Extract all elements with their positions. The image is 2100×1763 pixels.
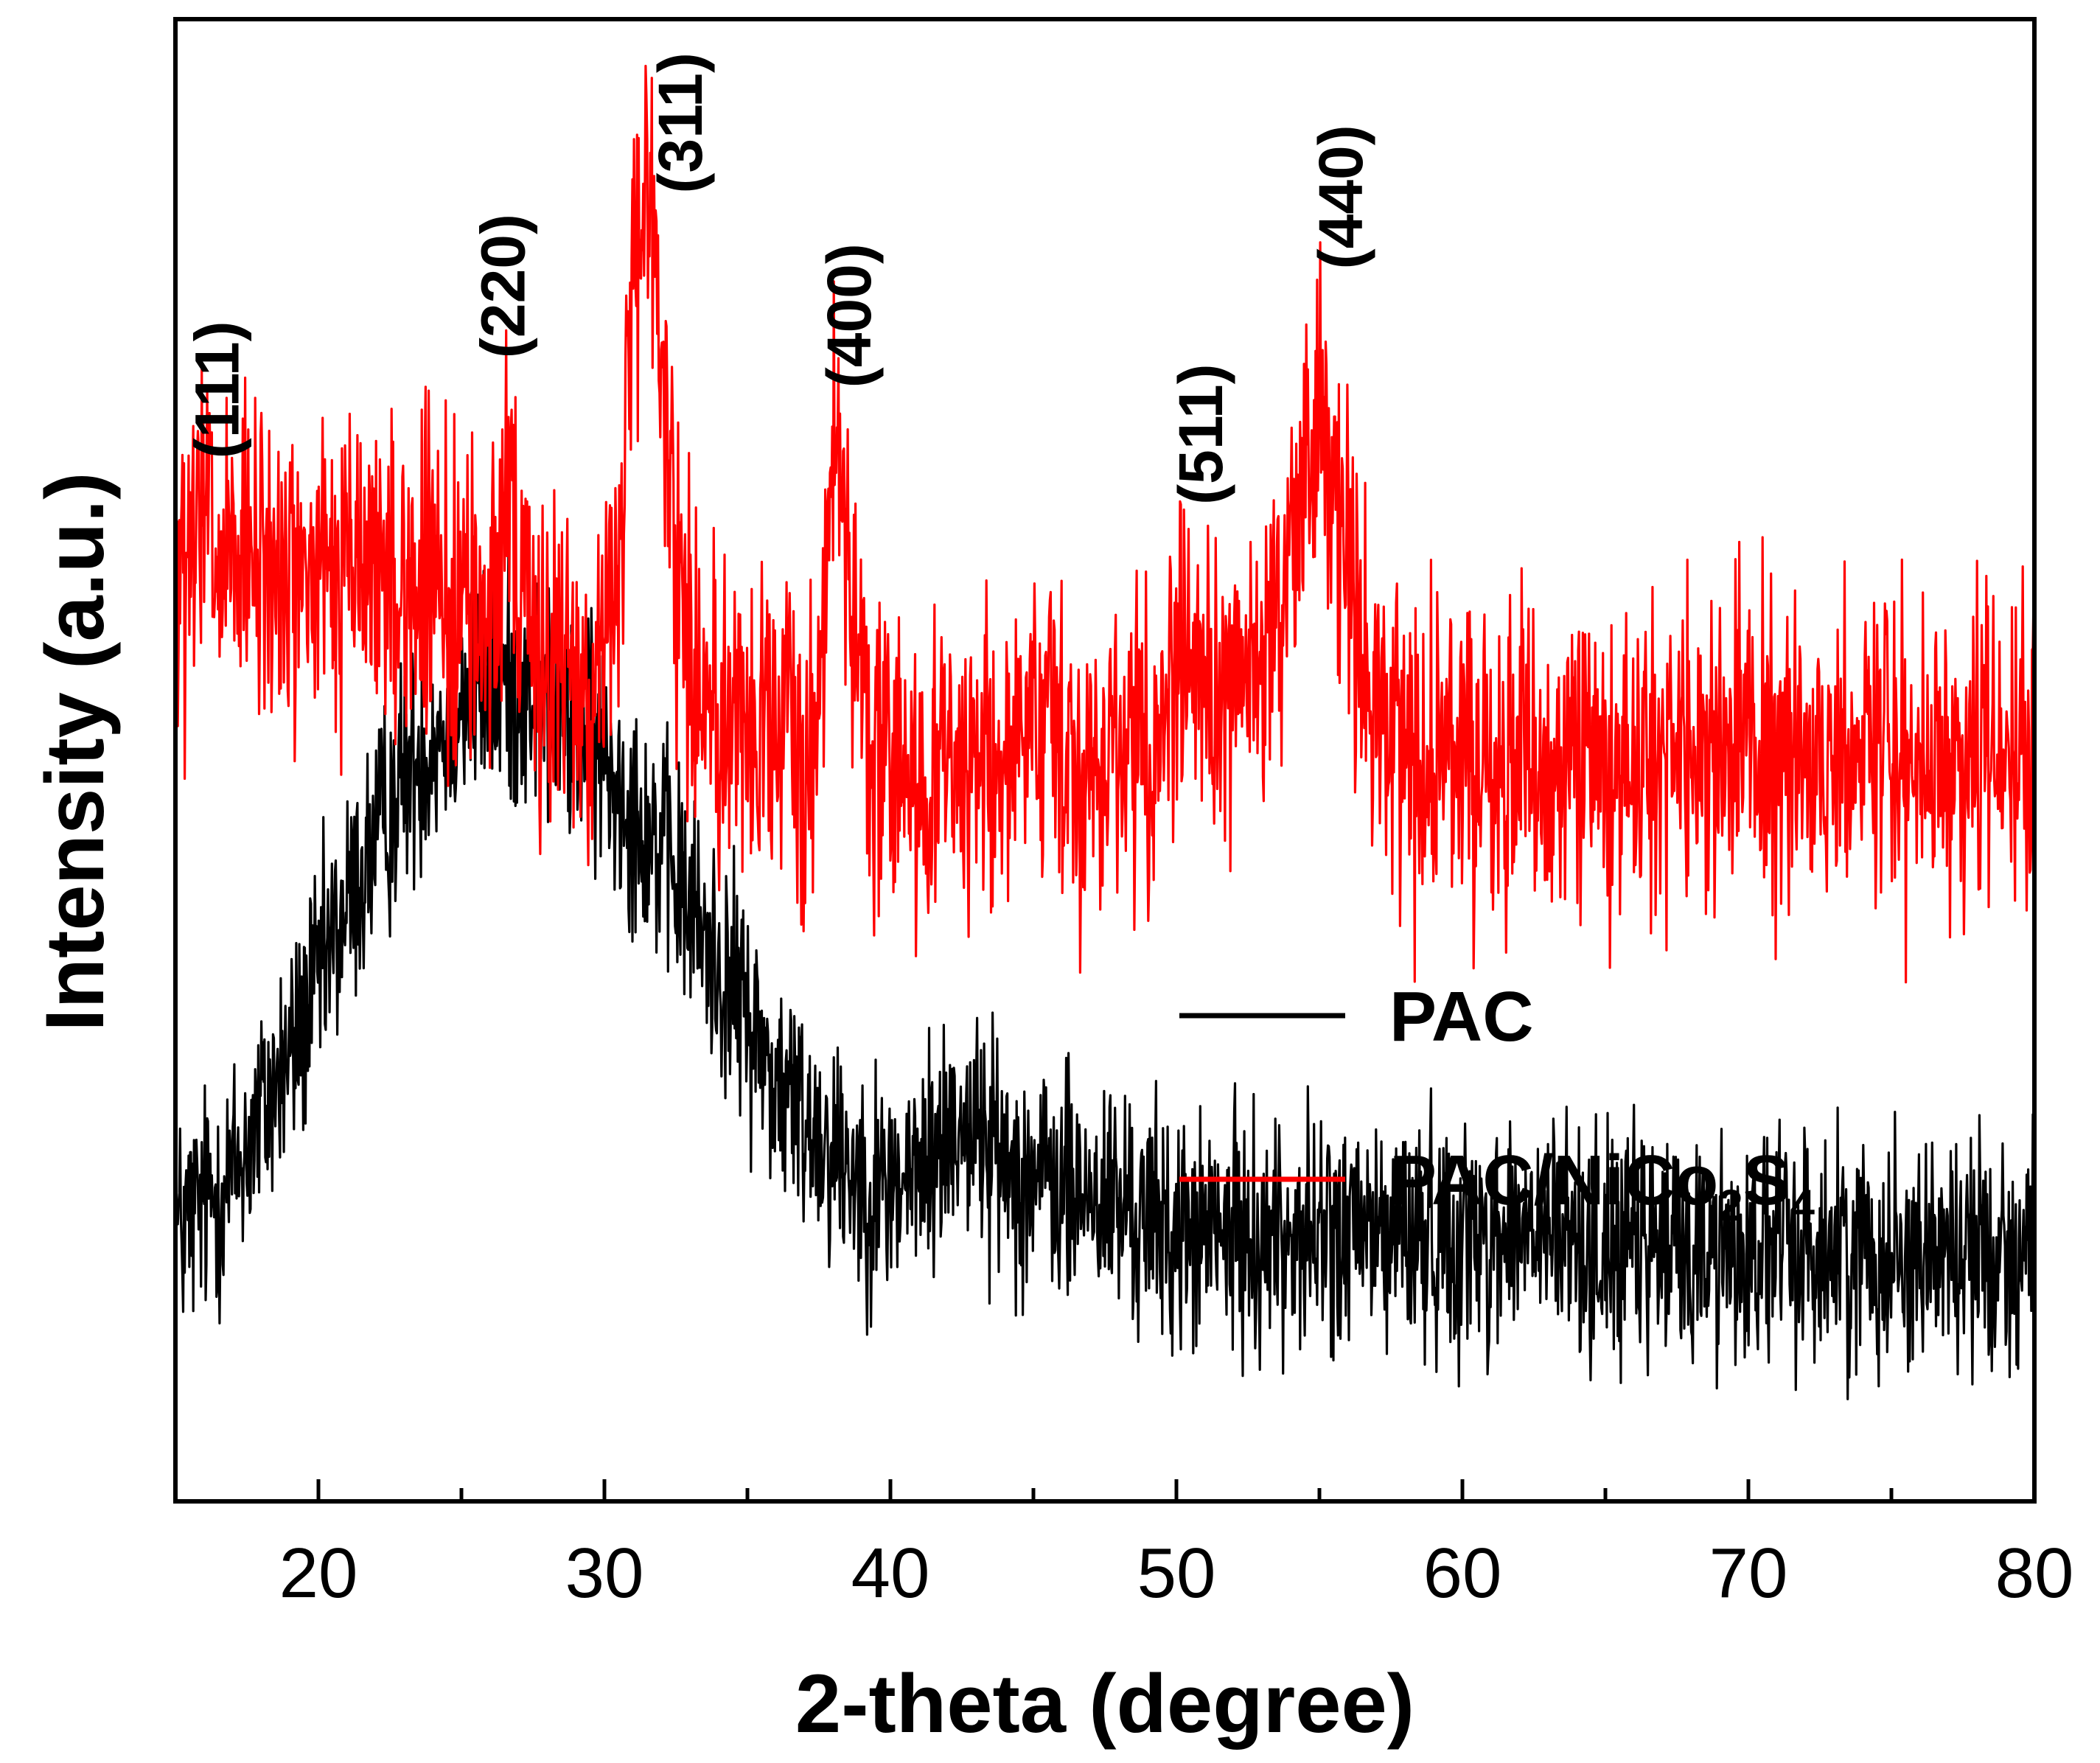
peak-label: (400) [814, 243, 884, 388]
peak-label: (111) [182, 321, 251, 458]
x-tick-label: 30 [565, 1534, 644, 1613]
peak-label: (311) [646, 52, 715, 193]
x-tick-label: 60 [1423, 1534, 1502, 1613]
peak-label: (440) [1306, 125, 1375, 269]
peak-label: (220) [468, 214, 537, 358]
legend: PAC PAC/NiCo2S4 [1179, 977, 1815, 1230]
x-tick-label: 40 [851, 1534, 930, 1613]
x-tick-label: 50 [1137, 1534, 1216, 1613]
annotation-layer: (111) (220) (311) (400) (511) (440) [182, 52, 1375, 505]
legend-label: PAC [1389, 977, 1534, 1056]
x-tick-label: 70 [1709, 1534, 1788, 1613]
x-tick-label: 20 [279, 1534, 358, 1613]
series-layer [174, 64, 2036, 1400]
x-tick-label: 80 [1995, 1534, 2074, 1613]
x-axis-ticks: 20 30 40 50 60 70 80 [279, 1479, 2074, 1613]
series-line-pac-nico2s4 [174, 64, 2036, 984]
legend-label: PAC/NiCo2S4 [1389, 1141, 1815, 1230]
plot-frame [173, 17, 2037, 1504]
peak-label: (511) [1166, 363, 1235, 504]
x-axis-title: 2-theta (degree) [795, 1658, 1414, 1750]
y-axis-title: Intensity (a.u.) [29, 472, 121, 1031]
